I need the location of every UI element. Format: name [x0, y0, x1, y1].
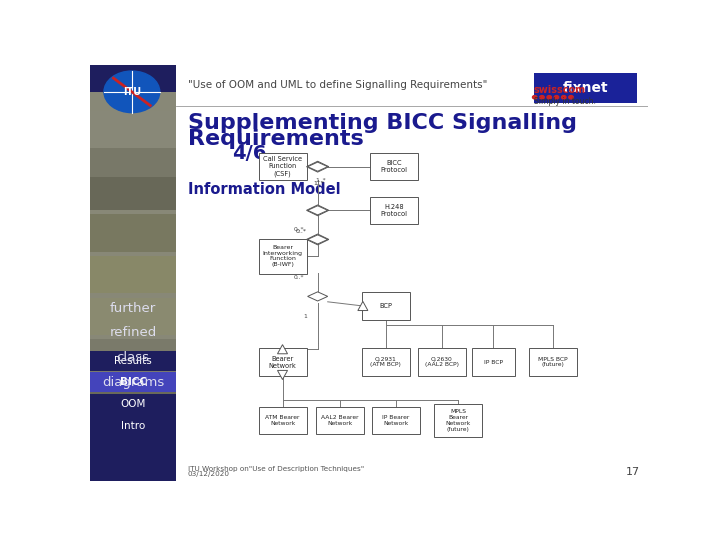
Circle shape	[562, 96, 566, 99]
Polygon shape	[307, 292, 328, 301]
FancyBboxPatch shape	[370, 197, 418, 224]
Text: MPLS
Bearer
Network
(future): MPLS Bearer Network (future)	[446, 409, 471, 431]
Text: Call Service
Function
(CSF): Call Service Function (CSF)	[263, 157, 302, 177]
FancyBboxPatch shape	[258, 239, 307, 274]
FancyBboxPatch shape	[418, 348, 466, 376]
Polygon shape	[307, 206, 328, 215]
Text: 4/6: 4/6	[233, 144, 266, 163]
Text: Q.2931
(ATM BCP): Q.2931 (ATM BCP)	[370, 357, 401, 368]
Text: swisscom: swisscom	[534, 85, 586, 94]
Polygon shape	[307, 205, 329, 216]
Polygon shape	[307, 235, 328, 244]
FancyBboxPatch shape	[90, 140, 176, 177]
Text: H.248
Protocol: H.248 Protocol	[381, 204, 408, 217]
Text: "Use of OOM and UML to define Signalling Requirements": "Use of OOM and UML to define Signalling…	[188, 80, 487, 90]
Text: 1: 1	[304, 314, 307, 320]
Text: IP Bearer
Network: IP Bearer Network	[382, 415, 410, 426]
FancyBboxPatch shape	[370, 153, 418, 180]
FancyBboxPatch shape	[90, 65, 176, 481]
Text: Q.2630
(AAL2 BCP): Q.2630 (AAL2 BCP)	[425, 357, 459, 368]
Text: Bearer
Network: Bearer Network	[269, 356, 297, 369]
Text: Requirements: Requirements	[188, 129, 364, 149]
FancyBboxPatch shape	[90, 351, 176, 371]
Circle shape	[554, 96, 559, 99]
FancyBboxPatch shape	[534, 73, 637, 103]
Text: 0..*: 0..*	[295, 228, 306, 234]
Polygon shape	[358, 301, 368, 310]
Text: BICC
Protocol: BICC Protocol	[381, 160, 408, 173]
Text: class: class	[117, 352, 150, 365]
Circle shape	[104, 71, 160, 113]
Text: Information Model: Information Model	[188, 182, 341, 197]
Text: ITU: ITU	[123, 87, 141, 97]
FancyBboxPatch shape	[90, 416, 176, 436]
FancyBboxPatch shape	[361, 292, 410, 320]
Text: OOM: OOM	[120, 399, 146, 409]
FancyBboxPatch shape	[90, 339, 176, 377]
FancyBboxPatch shape	[90, 373, 176, 393]
Text: refined: refined	[109, 327, 157, 340]
Text: BICC: BICC	[120, 377, 147, 388]
Text: AAL2 Bearer
Network: AAL2 Bearer Network	[321, 415, 359, 426]
Polygon shape	[277, 370, 287, 380]
FancyBboxPatch shape	[372, 407, 420, 434]
Text: Results: Results	[114, 356, 152, 366]
FancyBboxPatch shape	[361, 348, 410, 376]
Circle shape	[569, 96, 573, 99]
Text: MPLS BCP
(future): MPLS BCP (future)	[539, 357, 568, 368]
FancyBboxPatch shape	[258, 348, 307, 376]
FancyBboxPatch shape	[90, 394, 176, 414]
Text: 0..*: 0..*	[294, 227, 304, 232]
Text: Bearer
Interworking
Function
(B-IWF): Bearer Interworking Function (B-IWF)	[263, 245, 302, 267]
FancyBboxPatch shape	[90, 375, 176, 412]
Text: fixnet: fixnet	[563, 80, 608, 94]
FancyBboxPatch shape	[316, 407, 364, 434]
Text: Intro: Intro	[121, 421, 145, 431]
Text: BCP: BCP	[379, 303, 392, 309]
FancyBboxPatch shape	[434, 404, 482, 437]
Text: ATM Bearer
Network: ATM Bearer Network	[265, 415, 300, 426]
Circle shape	[533, 96, 537, 99]
FancyBboxPatch shape	[90, 298, 176, 335]
Polygon shape	[307, 234, 329, 245]
Polygon shape	[307, 162, 328, 171]
Text: 03/12/2020: 03/12/2020	[188, 471, 230, 477]
Circle shape	[547, 96, 552, 99]
Circle shape	[540, 96, 544, 99]
FancyBboxPatch shape	[258, 407, 307, 434]
Text: IP BCP: IP BCP	[484, 360, 503, 365]
FancyBboxPatch shape	[472, 348, 515, 376]
FancyBboxPatch shape	[90, 173, 176, 210]
Text: Simply in touch.: Simply in touch.	[534, 97, 595, 106]
FancyBboxPatch shape	[529, 348, 577, 376]
FancyBboxPatch shape	[90, 111, 176, 148]
Text: diagrams: diagrams	[102, 376, 164, 389]
Text: ITU Workshop on"Use of Description Techniques": ITU Workshop on"Use of Description Techn…	[188, 466, 364, 472]
Text: further: further	[110, 301, 156, 314]
Polygon shape	[277, 345, 287, 354]
FancyBboxPatch shape	[90, 214, 176, 252]
Text: 0..*: 0..*	[294, 275, 304, 280]
Text: 17: 17	[626, 467, 639, 477]
Text: 1..*: 1..*	[315, 179, 325, 184]
Text: 1..*: 1..*	[313, 181, 324, 186]
FancyBboxPatch shape	[258, 153, 307, 180]
Polygon shape	[307, 161, 329, 172]
Text: Supplementing BICC Signalling: Supplementing BICC Signalling	[188, 113, 577, 133]
FancyBboxPatch shape	[90, 256, 176, 294]
FancyBboxPatch shape	[90, 92, 176, 412]
